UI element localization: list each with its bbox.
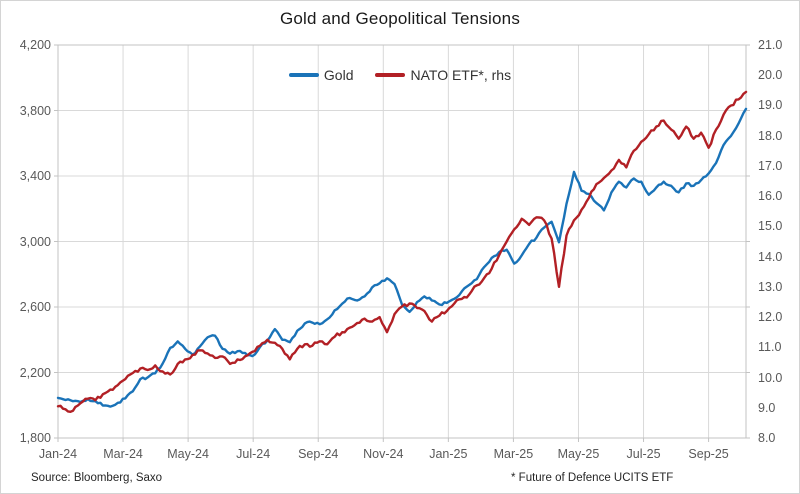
x-axis-tick-label: Jul-25 — [626, 447, 661, 461]
x-axis-tick-label: Sep-25 — [688, 447, 729, 461]
x-axis-tick-label: May-25 — [557, 447, 600, 461]
x-axis-tick-label: May-24 — [167, 447, 209, 461]
right-axis-tick-label: 9.0 — [758, 400, 776, 415]
left-axis-tick-label: 3,000 — [19, 234, 51, 249]
x-axis-tick-label: Jan-24 — [38, 447, 78, 461]
x-axis-tick-label: Jan-25 — [429, 447, 468, 461]
left-axis-tick-label: 2,200 — [19, 365, 51, 380]
left-axis-tick-label: 4,200 — [19, 38, 51, 52]
right-axis-tick-label: 21.0 — [758, 38, 783, 52]
source-note: Source: Bloomberg, Saxo — [31, 472, 163, 484]
gold-series-line — [56, 107, 748, 408]
footnote: * Future of Defence UCITS ETF — [511, 472, 674, 484]
right-axis-tick-label: 8.0 — [758, 431, 776, 445]
x-axis-tick-label: Mar-25 — [493, 447, 534, 461]
x-axis-tick-label: Jul-24 — [236, 447, 271, 461]
right-axis-tick-label: 10.0 — [758, 370, 783, 385]
left-axis-tick-label: 2,600 — [19, 300, 51, 314]
x-axis-tick-label: Nov-24 — [363, 447, 404, 461]
nato-etf-series-line — [56, 90, 748, 413]
x-axis-tick-label: Sep-24 — [298, 447, 339, 461]
chart-title: Gold and Geopolitical Tensions — [279, 9, 521, 28]
right-axis-tick-label: 18.0 — [758, 128, 783, 143]
plot-border — [57, 44, 747, 439]
right-axis-tick-label: 14.0 — [758, 249, 783, 264]
left-axis-tick-label: 3,800 — [19, 103, 51, 118]
left-axis-tick-label: 1,800 — [19, 431, 51, 445]
right-axis-tick-label: 17.0 — [758, 158, 783, 173]
right-axis-tick-label: 20.0 — [758, 68, 783, 83]
right-axis-tick-label: 19.0 — [758, 98, 783, 113]
right-axis-tick-label: 15.0 — [758, 219, 783, 234]
right-axis-tick-label: 16.0 — [758, 189, 783, 204]
right-axis-tick-label: 12.0 — [758, 310, 783, 325]
left-axis-tick-label: 3,400 — [19, 169, 51, 183]
x-axis-tick-label: Mar-24 — [103, 447, 143, 461]
right-axis-tick-label: 11.0 — [758, 340, 782, 355]
right-axis-tick-label: 13.0 — [758, 279, 783, 294]
